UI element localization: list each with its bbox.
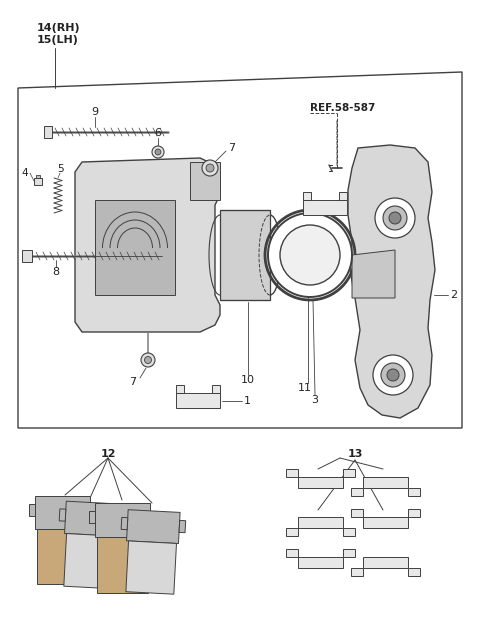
Polygon shape xyxy=(303,200,347,215)
Circle shape xyxy=(268,213,352,297)
Polygon shape xyxy=(343,468,355,477)
Text: 13: 13 xyxy=(348,449,363,459)
Circle shape xyxy=(202,160,218,176)
Text: 12: 12 xyxy=(100,449,116,459)
Polygon shape xyxy=(36,175,40,178)
Polygon shape xyxy=(179,520,186,533)
Polygon shape xyxy=(121,518,128,530)
Polygon shape xyxy=(350,487,362,495)
Text: 1: 1 xyxy=(390,205,397,215)
Text: REF.58-587: REF.58-587 xyxy=(310,103,375,113)
Polygon shape xyxy=(176,393,220,408)
Polygon shape xyxy=(59,509,66,521)
Polygon shape xyxy=(127,509,180,544)
Polygon shape xyxy=(286,528,298,535)
Text: 11: 11 xyxy=(298,383,312,393)
Polygon shape xyxy=(212,385,220,393)
Circle shape xyxy=(383,206,407,230)
Polygon shape xyxy=(298,477,343,487)
Circle shape xyxy=(375,198,415,238)
Circle shape xyxy=(381,363,405,387)
Text: 1: 1 xyxy=(244,396,251,406)
Polygon shape xyxy=(350,509,362,516)
Polygon shape xyxy=(408,509,420,516)
Polygon shape xyxy=(126,541,177,594)
Polygon shape xyxy=(343,528,355,535)
Polygon shape xyxy=(352,250,395,298)
Polygon shape xyxy=(65,501,118,536)
Polygon shape xyxy=(339,192,347,200)
Circle shape xyxy=(155,149,161,155)
Text: 5: 5 xyxy=(57,164,63,174)
Polygon shape xyxy=(22,250,32,262)
Circle shape xyxy=(152,146,164,158)
Text: 6: 6 xyxy=(155,128,161,138)
Polygon shape xyxy=(88,511,95,523)
Polygon shape xyxy=(75,158,220,332)
Polygon shape xyxy=(286,549,298,557)
Polygon shape xyxy=(350,568,362,576)
Polygon shape xyxy=(348,145,435,418)
Polygon shape xyxy=(408,568,420,576)
Polygon shape xyxy=(303,192,311,200)
Polygon shape xyxy=(117,512,124,524)
Polygon shape xyxy=(35,496,89,530)
Polygon shape xyxy=(149,511,156,523)
Polygon shape xyxy=(362,516,408,528)
Polygon shape xyxy=(190,162,220,200)
Polygon shape xyxy=(343,549,355,557)
Polygon shape xyxy=(176,385,184,393)
Polygon shape xyxy=(362,477,408,487)
Polygon shape xyxy=(18,72,462,428)
Polygon shape xyxy=(96,537,147,593)
Circle shape xyxy=(387,369,399,381)
Text: 2: 2 xyxy=(450,290,457,300)
Text: 7: 7 xyxy=(130,377,137,387)
Polygon shape xyxy=(44,126,52,138)
Text: 9: 9 xyxy=(91,107,98,117)
Polygon shape xyxy=(408,487,420,495)
Circle shape xyxy=(389,212,401,224)
Polygon shape xyxy=(286,468,298,477)
Circle shape xyxy=(144,356,152,363)
Circle shape xyxy=(280,225,340,285)
Polygon shape xyxy=(220,210,270,300)
Text: 10: 10 xyxy=(241,375,255,385)
Text: 3: 3 xyxy=(312,395,319,405)
Polygon shape xyxy=(298,516,343,528)
Polygon shape xyxy=(89,504,96,516)
Polygon shape xyxy=(95,503,149,537)
Polygon shape xyxy=(298,557,343,568)
Circle shape xyxy=(373,355,413,395)
Circle shape xyxy=(141,353,155,367)
Polygon shape xyxy=(362,557,408,568)
Circle shape xyxy=(206,164,214,172)
Polygon shape xyxy=(28,504,35,516)
Polygon shape xyxy=(34,178,42,185)
Text: 15(LH): 15(LH) xyxy=(37,35,79,45)
Text: 4: 4 xyxy=(22,168,28,178)
Polygon shape xyxy=(36,530,87,584)
Text: 14(RH): 14(RH) xyxy=(37,23,81,33)
Text: 8: 8 xyxy=(52,267,60,277)
Polygon shape xyxy=(95,200,175,295)
Text: 7: 7 xyxy=(228,143,236,153)
Polygon shape xyxy=(64,533,115,588)
